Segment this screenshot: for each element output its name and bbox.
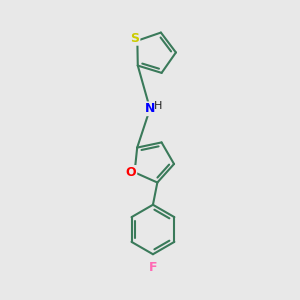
Text: N: N [145, 102, 155, 115]
Text: F: F [149, 261, 157, 274]
Text: S: S [130, 32, 140, 45]
Text: H: H [154, 101, 162, 111]
Text: O: O [126, 166, 136, 179]
